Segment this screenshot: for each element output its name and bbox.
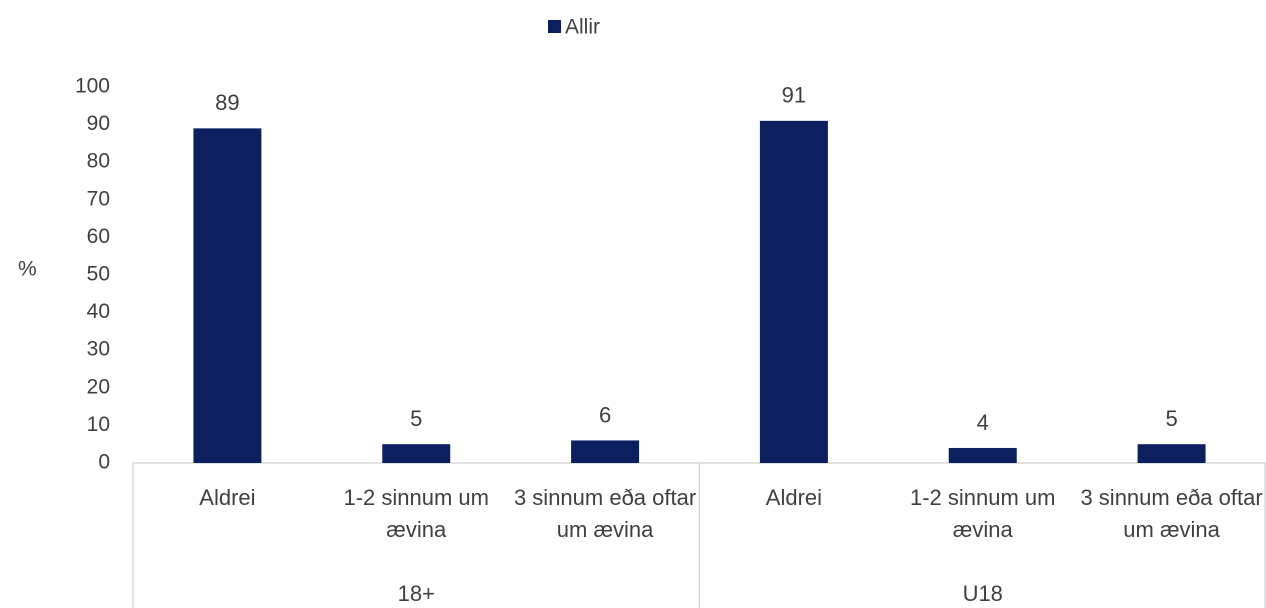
x-tick-label: 1-2 sinnum um ævina xyxy=(343,485,489,542)
y-tick-label: 60 xyxy=(87,225,110,248)
legend-label: Allir xyxy=(565,16,600,39)
bar xyxy=(571,440,640,463)
bar xyxy=(1137,444,1206,463)
data-label: 4 xyxy=(977,410,989,435)
group-label: U18 xyxy=(962,581,1003,606)
y-tick-label: 100 xyxy=(75,75,110,98)
bar xyxy=(948,447,1017,463)
x-tick-label: Aldrei xyxy=(199,485,256,510)
y-tick-label: 70 xyxy=(87,187,110,210)
bar xyxy=(193,128,262,464)
y-tick-label: 90 xyxy=(87,112,110,135)
y-tick-label: 10 xyxy=(87,413,110,436)
y-tick-label: 50 xyxy=(87,263,110,286)
y-tick-label: 30 xyxy=(87,338,110,361)
data-label: 91 xyxy=(782,83,806,108)
data-label: 6 xyxy=(599,402,611,427)
legend-swatch xyxy=(548,20,561,33)
bar xyxy=(382,444,451,463)
x-tick-label: 3 sinnum eða oftar um ævina xyxy=(1080,485,1263,542)
y-tick-label: 20 xyxy=(87,375,110,398)
y-tick-label: 0 xyxy=(98,451,110,474)
group-label: 18+ xyxy=(397,581,435,606)
y-tick-label: 40 xyxy=(87,300,110,323)
bar xyxy=(759,120,828,463)
data-label: 5 xyxy=(410,406,422,431)
data-label: 5 xyxy=(1165,406,1177,431)
y-axis-label: % xyxy=(18,258,37,281)
x-tick-label: 1-2 sinnum um ævina xyxy=(909,485,1056,542)
data-label: 89 xyxy=(215,90,239,115)
x-tick-label: 3 sinnum eða oftar um ævina xyxy=(513,485,697,542)
x-tick-label: Aldrei xyxy=(765,485,823,510)
y-tick-label: 80 xyxy=(87,150,110,173)
